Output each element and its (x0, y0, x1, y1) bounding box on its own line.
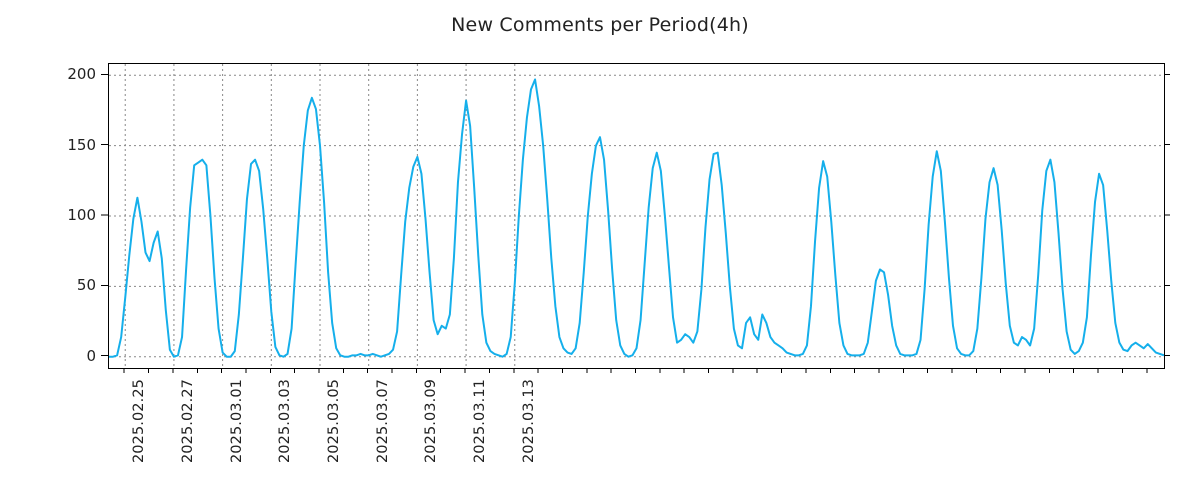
series-layer (109, 64, 1164, 368)
x-axis-tick-label: 2025.03.11 (472, 379, 489, 464)
chart-title: New Comments per Period(4h) (451, 14, 749, 36)
x-axis-tick-label: 2025.03.07 (374, 379, 391, 464)
x-axis-tick-label: 2025.03.03 (277, 379, 294, 464)
y-axis-tick-label: 150 (67, 135, 96, 154)
x-axis-tick-label: 2025.02.25 (131, 379, 148, 464)
x-axis-tick-label: 2025.02.27 (179, 379, 196, 464)
series-line-new-comments (109, 78, 1164, 358)
plot-area (108, 63, 1165, 369)
x-axis-tick-label: 2025.03.01 (228, 379, 245, 464)
x-axis-tick-label: 2025.03.05 (326, 379, 342, 464)
x-axis-tick-label: 2025.03.13 (520, 379, 537, 464)
y-axis-tick-label: 50 (76, 276, 96, 295)
plot-inner (109, 64, 1164, 368)
y-axis-tick-label: 100 (67, 206, 96, 224)
y-axis-tick-label: 0 (86, 346, 96, 365)
y-axis-tick-label: 200 (67, 65, 96, 84)
x-axis-tick-label: 2025.03.09 (423, 379, 440, 464)
